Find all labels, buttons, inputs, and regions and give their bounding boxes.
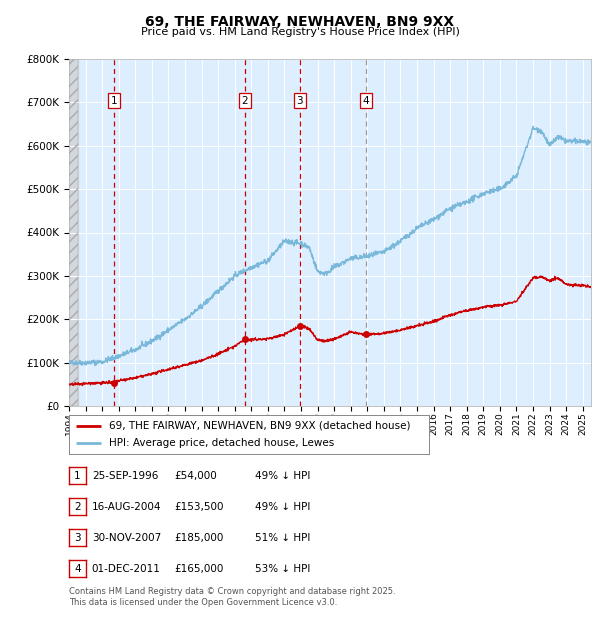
Text: 1: 1	[74, 471, 81, 480]
Text: 49% ↓ HPI: 49% ↓ HPI	[255, 502, 310, 512]
Text: 25-SEP-1996: 25-SEP-1996	[92, 471, 158, 480]
Text: 69, THE FAIRWAY, NEWHAVEN, BN9 9XX: 69, THE FAIRWAY, NEWHAVEN, BN9 9XX	[145, 16, 455, 30]
Text: 3: 3	[296, 95, 303, 105]
Text: Price paid vs. HM Land Registry's House Price Index (HPI): Price paid vs. HM Land Registry's House …	[140, 27, 460, 37]
Text: 16-AUG-2004: 16-AUG-2004	[92, 502, 161, 512]
Text: 01-DEC-2011: 01-DEC-2011	[92, 564, 161, 574]
Text: 53% ↓ HPI: 53% ↓ HPI	[255, 564, 310, 574]
Text: 2: 2	[242, 95, 248, 105]
Text: 1: 1	[111, 95, 118, 105]
Text: 2: 2	[74, 502, 81, 512]
Text: 49% ↓ HPI: 49% ↓ HPI	[255, 471, 310, 480]
Bar	[69, 59, 78, 406]
Text: 4: 4	[74, 564, 81, 574]
Text: 30-NOV-2007: 30-NOV-2007	[92, 533, 161, 542]
Text: 69, THE FAIRWAY, NEWHAVEN, BN9 9XX (detached house): 69, THE FAIRWAY, NEWHAVEN, BN9 9XX (deta…	[109, 421, 410, 431]
Text: Contains HM Land Registry data © Crown copyright and database right 2025.
This d: Contains HM Land Registry data © Crown c…	[69, 587, 395, 606]
Text: £165,000: £165,000	[174, 564, 223, 574]
Text: £185,000: £185,000	[174, 533, 223, 542]
Text: £54,000: £54,000	[174, 471, 217, 480]
Text: 51% ↓ HPI: 51% ↓ HPI	[255, 533, 310, 542]
Text: HPI: Average price, detached house, Lewes: HPI: Average price, detached house, Lewe…	[109, 438, 334, 448]
Bar	[69, 59, 78, 406]
Text: £153,500: £153,500	[174, 502, 223, 512]
Text: 3: 3	[74, 533, 81, 542]
Text: 4: 4	[362, 95, 369, 105]
